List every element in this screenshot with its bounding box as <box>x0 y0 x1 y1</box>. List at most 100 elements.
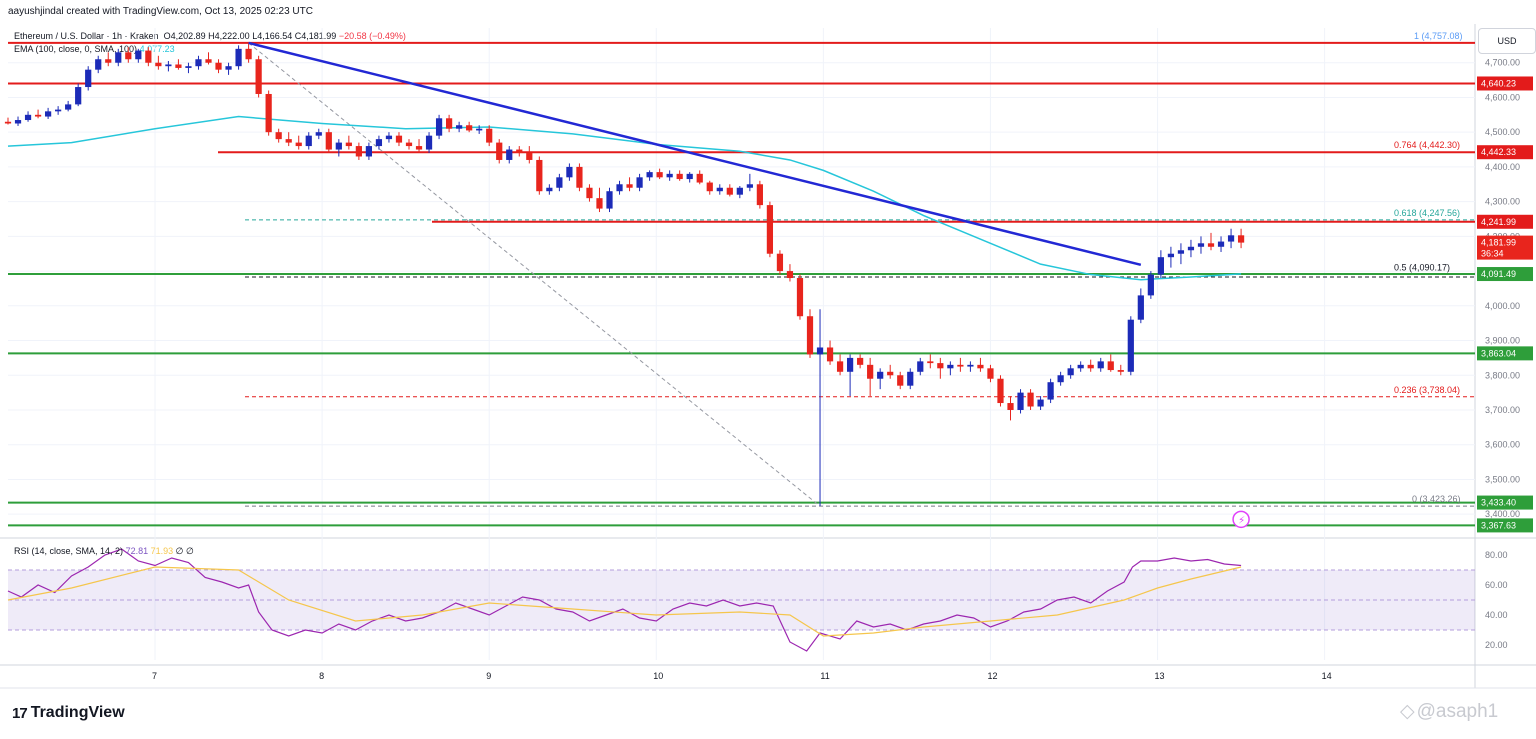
rsi-label[interactable]: RSI (14, close, SMA, 14, 2) <box>14 546 124 556</box>
candle <box>746 173 753 192</box>
candle <box>937 357 944 379</box>
candle <box>335 139 342 157</box>
candle-body <box>957 364 964 367</box>
candle <box>897 371 904 390</box>
candle <box>1147 271 1154 299</box>
candle <box>987 364 994 383</box>
candle-body <box>205 59 212 63</box>
candle-body <box>425 135 433 150</box>
candle-body <box>185 66 192 68</box>
candle-body <box>496 142 503 160</box>
y-tick-label: 4,600.00 <box>1485 92 1520 102</box>
candle <box>1227 228 1235 249</box>
currency-button[interactable]: USD <box>1478 28 1536 54</box>
lightning-icon <box>1232 510 1250 529</box>
candle-body <box>786 271 794 279</box>
candle <box>556 173 563 192</box>
candle <box>957 357 964 372</box>
candle-body <box>1237 235 1245 243</box>
symbol-name[interactable]: Ethereum / U.S. Dollar · 1h · Kraken <box>14 31 159 41</box>
candle <box>1187 239 1195 258</box>
candle <box>656 168 663 180</box>
level-tag-label: 4,442.33 <box>1481 147 1516 157</box>
x-tick-label: 9 <box>486 671 491 681</box>
candle <box>576 163 583 192</box>
candle-body <box>395 135 403 143</box>
low-value: L4,166.54 <box>252 31 293 41</box>
countdown-label: 36:34 <box>1481 249 1504 259</box>
candle <box>1217 236 1225 252</box>
candle <box>977 357 984 372</box>
level-tag-label: 3,863.04 <box>1481 348 1516 358</box>
candle-body <box>295 142 302 147</box>
rsi-sma-line <box>7 566 1242 637</box>
rsi-sma-value: 71.93 <box>150 546 174 556</box>
ema-label[interactable]: EMA (100, close, 0, SMA, 100) <box>14 44 138 54</box>
fib-level-label: 0.5 (4,090.17) <box>1394 262 1450 272</box>
tradingview-brand[interactable]: 17 TradingView <box>12 704 125 722</box>
candle-body <box>95 59 102 70</box>
candle <box>1127 316 1134 376</box>
x-tick-label: 12 <box>987 671 997 681</box>
candle <box>205 52 212 65</box>
candle-body <box>215 62 222 70</box>
y-tick-label: 3,700.00 <box>1485 405 1520 415</box>
y-tick-label: 4,100.00 <box>1485 266 1520 276</box>
candle <box>355 142 362 160</box>
candle <box>967 361 974 372</box>
candle <box>65 100 72 112</box>
candle <box>445 114 453 133</box>
fib-level-label: 0.764 (4,442.30) <box>1394 140 1460 150</box>
change-value: −20.58 (−0.49%) <box>338 31 406 41</box>
candle <box>285 132 292 147</box>
rsi-tick-label: 20.00 <box>1485 640 1508 650</box>
lightning-glyph: ⚡ <box>1238 515 1245 526</box>
candle <box>14 116 22 126</box>
candle-body <box>55 109 62 112</box>
candle <box>626 177 633 192</box>
candle-body <box>14 120 22 124</box>
level-tag-support <box>1477 518 1533 533</box>
candle-body <box>686 173 693 180</box>
y-tick-label: 3,800.00 <box>1485 370 1520 380</box>
candle <box>235 45 242 70</box>
candle <box>566 163 573 181</box>
candle <box>105 52 112 67</box>
candle <box>345 135 352 150</box>
candle-body <box>997 378 1004 404</box>
candle-body <box>1137 295 1144 320</box>
candle-body <box>285 139 292 143</box>
candle <box>826 340 834 365</box>
brand-name: TradingView <box>30 704 125 721</box>
candle-body <box>816 347 824 355</box>
candle-body <box>666 173 673 178</box>
candle-body <box>405 142 413 147</box>
candle <box>686 172 693 183</box>
candle-body <box>656 172 663 178</box>
candle <box>736 186 743 199</box>
candle <box>185 62 192 74</box>
candle-body <box>806 316 814 355</box>
candle <box>696 170 703 185</box>
candle-body <box>4 121 12 124</box>
candle <box>405 139 413 150</box>
rsi-tick-label: 60.00 <box>1485 580 1508 590</box>
candle-body <box>1047 382 1054 400</box>
candle <box>726 184 733 197</box>
candle <box>275 128 282 143</box>
candle-body <box>1037 399 1044 407</box>
candle-body <box>415 146 423 150</box>
candle <box>997 375 1004 407</box>
candle <box>836 354 844 376</box>
rsi-tick-label: 40.00 <box>1485 610 1508 620</box>
candle <box>846 354 854 397</box>
candle <box>375 135 383 150</box>
candle-body <box>836 361 844 372</box>
candle <box>255 55 262 98</box>
level-tag-support <box>1477 346 1533 361</box>
tradingview-logo-icon: 17 <box>12 704 28 722</box>
candle <box>75 83 82 107</box>
candle <box>1057 371 1064 386</box>
rsi-empty-1: ∅ <box>175 546 184 556</box>
